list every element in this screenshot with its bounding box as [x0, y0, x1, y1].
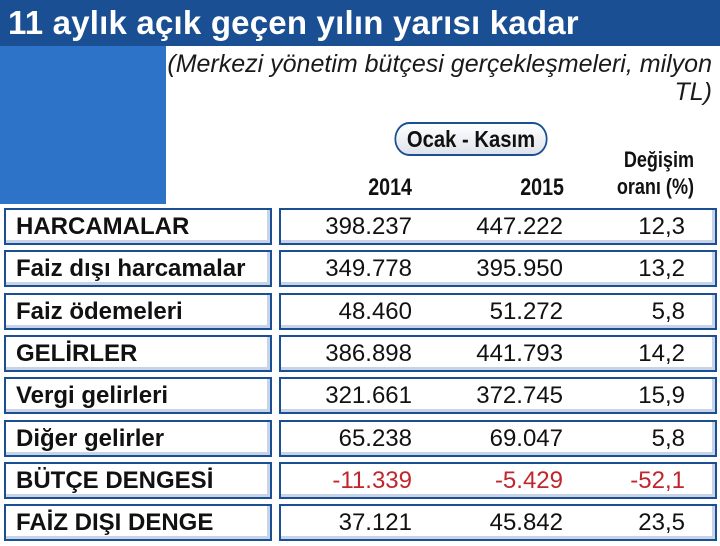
row-label-cell: BÜTÇE DENGESİ [4, 461, 272, 499]
row-label-cell: Faiz ödemeleri [4, 292, 272, 330]
row-label-cell: GELİRLER [4, 334, 272, 372]
row-values-cell: 48.460 51.272 5,8 [279, 292, 717, 330]
table-row: FAİZ DIŞI DENGE 37.121 45.842 23,5 [0, 504, 720, 542]
value-2014: 37.121 [338, 509, 412, 537]
row-values-cell: -11.339 -5.429 -52,1 [279, 461, 717, 499]
table-row: HARCAMALAR 398.237 447.222 12,3 [0, 208, 720, 245]
table-row: Faiz dışı harcamalar 349.778 395.950 13,2 [0, 250, 720, 288]
value-change: 5,8 [651, 424, 685, 452]
value-change: -52,1 [630, 466, 685, 494]
row-label-cell: FAİZ DIŞI DENGE [4, 504, 272, 542]
value-2014: 386.898 [325, 339, 412, 367]
row-values-cell: 386.898 441.793 14,2 [279, 334, 717, 372]
row-label: Faiz ödemeleri [16, 297, 183, 325]
value-2015: 447.222 [476, 213, 563, 240]
row-values-cell: 321.661 372.745 15,9 [279, 377, 717, 415]
value-change: 23,5 [638, 509, 685, 537]
column-header-change: Değişim oranı (%) [616, 147, 694, 199]
column-header-2015: 2015 [520, 174, 564, 201]
chart-title: 11 aylık açık geçen yılın yarısı kadar [0, 0, 720, 46]
value-2014: 48.460 [338, 297, 412, 325]
column-header-2014: 2014 [368, 174, 412, 201]
value-2015: -5.429 [494, 466, 563, 494]
row-label: GELİRLER [16, 339, 138, 367]
table-row: BÜTÇE DENGESİ -11.339 -5.429 -52,1 [0, 461, 720, 499]
table-row: GELİRLER 386.898 441.793 14,2 [0, 334, 720, 372]
value-change: 15,9 [638, 382, 685, 410]
row-label: Faiz dışı harcamalar [16, 255, 246, 283]
chart-subtitle: (Merkezi yönetim bütçesi gerçekleşmeleri… [167, 50, 712, 106]
row-values-cell: 349.778 395.950 13,2 [279, 250, 717, 288]
row-values-cell: 65.238 69.047 5,8 [279, 419, 717, 457]
decorative-side-block [0, 46, 166, 204]
value-2014: 398.237 [325, 213, 412, 240]
row-label-cell: Faiz dışı harcamalar [4, 250, 272, 288]
row-label: HARCAMALAR [16, 213, 190, 240]
table-row: Diğer gelirler 65.238 69.047 5,8 [0, 419, 720, 457]
period-label: Ocak - Kasım [394, 122, 548, 156]
row-values-cell: 37.121 45.842 23,5 [279, 504, 717, 542]
value-change: 14,2 [638, 339, 685, 367]
row-label: BÜTÇE DENGESİ [16, 466, 214, 494]
value-2015: 69.047 [489, 424, 563, 452]
row-label: Diğer gelirler [16, 424, 165, 452]
value-2014: 321.661 [325, 382, 412, 410]
table-row: Faiz ödemeleri 48.460 51.272 5,8 [0, 292, 720, 330]
value-change: 12,3 [638, 213, 685, 240]
row-label: Vergi gelirleri [16, 382, 169, 410]
row-label: FAİZ DIŞI DENGE [16, 509, 214, 537]
value-2015: 51.272 [489, 297, 563, 325]
value-change: 13,2 [638, 255, 685, 283]
value-2015: 441.793 [476, 339, 563, 367]
value-2015: 372.745 [476, 382, 563, 410]
table-row: Vergi gelirleri 321.661 372.745 15,9 [0, 377, 720, 415]
value-change: 5,8 [651, 297, 685, 325]
value-2014: -11.339 [332, 466, 412, 494]
value-2015: 395.950 [476, 255, 563, 283]
row-values-cell: 398.237 447.222 12,3 [279, 208, 717, 245]
value-2014: 349.778 [325, 255, 412, 283]
row-label-cell: HARCAMALAR [4, 208, 272, 245]
row-label-cell: Vergi gelirleri [4, 377, 272, 415]
value-2014: 65.238 [338, 424, 412, 452]
row-label-cell: Diğer gelirler [4, 419, 272, 457]
value-2015: 45.842 [489, 509, 563, 537]
